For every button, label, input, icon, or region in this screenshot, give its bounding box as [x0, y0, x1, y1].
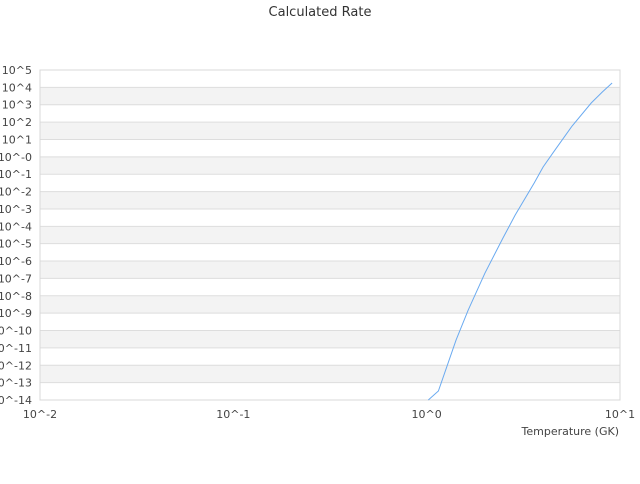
y-tick-label: 10^-2	[0, 186, 32, 199]
x-tick-label: 10^1	[605, 408, 635, 421]
x-axis-label: Temperature (GK)	[521, 425, 620, 438]
y-tick-label: 10^-8	[0, 290, 32, 303]
y-tick-label: 10^-0	[0, 151, 32, 164]
y-tick-label: 10^-4	[0, 220, 32, 233]
x-tick-label: 10^-1	[216, 408, 250, 421]
y-tick-label: 10^-12	[0, 359, 32, 372]
y-tick-label: 10^-3	[0, 203, 32, 216]
grid-band	[40, 365, 620, 383]
grid-band	[40, 156, 620, 175]
y-tick-label: 10^1	[2, 133, 32, 146]
y-tick-label: 10^-14	[0, 394, 32, 407]
y-tick-label: 10^-6	[0, 255, 32, 268]
grid-band	[40, 87, 620, 105]
y-tick-label: 10^5	[2, 64, 32, 77]
x-tick-label: 10^0	[412, 408, 442, 421]
grid-band	[40, 330, 620, 348]
y-tick-label: 10^-1	[0, 168, 32, 181]
y-tick-label: 10^2	[2, 116, 32, 129]
grid-band	[40, 295, 620, 314]
x-tick-label: 10^-2	[23, 408, 57, 421]
y-tick-label: 10^-5	[0, 238, 32, 251]
y-tick-label: 10^4	[2, 81, 32, 94]
grid-band	[40, 122, 620, 140]
y-tick-label: 10^-9	[0, 307, 32, 320]
y-tick-label: 10^-13	[0, 377, 32, 390]
series-line	[427, 82, 613, 401]
grid-band	[40, 226, 620, 244]
plot-border	[39, 69, 621, 401]
y-tick-label: 10^-10	[0, 325, 32, 338]
chart-title: Calculated Rate	[269, 5, 372, 20]
y-tick-label: 10^-7	[0, 272, 32, 285]
grid-band	[40, 191, 620, 209]
grid-band	[40, 261, 620, 279]
y-tick-label: 10^3	[2, 99, 32, 112]
y-tick-label: 10^-11	[0, 342, 32, 355]
